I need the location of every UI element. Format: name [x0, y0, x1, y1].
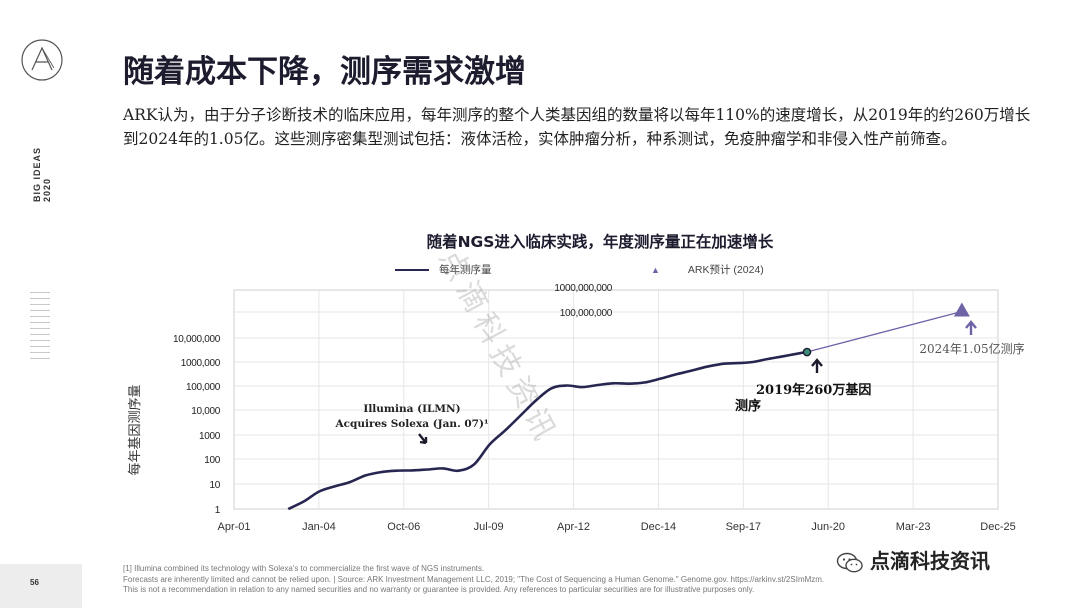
forecast-line	[806, 310, 963, 353]
x-tick-label: Oct-06	[387, 521, 420, 533]
slide-body-text: ARK认为，由于分子诊断技术的临床应用，每年测序的整个人类基因组的数量将以每年1…	[123, 106, 1031, 148]
wechat-icon	[836, 552, 863, 572]
y-tick-label: 1	[215, 505, 221, 516]
chart-legend: 每年测序量 ▲ ARK预计 (2024)	[395, 262, 815, 280]
x-tick-label: Mar-23	[896, 521, 931, 533]
annotation-illumina-line2: Acquires Solexa (Jan. 07)¹	[334, 418, 488, 430]
annotation-2019-line2: 测序	[735, 398, 761, 414]
y-tick-label: 1000	[199, 431, 221, 442]
legend-label-annual: 每年测序量	[439, 264, 492, 276]
footnote-line: [1] Illumina combined its technology wit…	[123, 564, 485, 573]
forecast-2024-triangle-marker	[953, 302, 970, 317]
x-tick-label: Jan-04	[302, 521, 336, 533]
legend-item-annual: 每年测序量	[395, 262, 492, 277]
sidebar: BIG IDEAS 2020 56	[0, 0, 82, 608]
y-tick-label: 10	[209, 480, 220, 491]
y-tick-label: 1000,000,000	[554, 283, 612, 294]
annotation-arrow-icon	[418, 433, 428, 445]
x-tick-label: Apr-01	[217, 521, 250, 533]
annual-sequencing-line	[287, 350, 808, 511]
y-tick-label: 10,000	[191, 406, 221, 417]
slide-title: 随着成本下降，测序需求激增	[123, 54, 526, 90]
x-tick-label: Sep-17	[726, 521, 761, 533]
footnote-line: Forecasts are inherently limited and can…	[123, 574, 825, 584]
side-decoration	[30, 292, 50, 364]
plot-frame	[233, 289, 999, 510]
y-tick-label: 100,000,000	[560, 308, 613, 319]
annotation-arrow-up-icon	[811, 358, 823, 373]
legend-item-forecast: ▲ ARK预计 (2024)	[651, 262, 764, 277]
x-tick-label: Dec-25	[980, 521, 1015, 533]
page-number-box: 56	[0, 564, 82, 608]
x-tick-label: Jun-20	[811, 521, 845, 533]
triangle-icon: ▲	[651, 265, 660, 276]
chart-title: 随着NGS进入临床实践，年度测序量正在加速增长	[426, 233, 774, 251]
wechat-badge: 点滴科技资讯	[836, 545, 990, 574]
annotation-2024: 2024年1.05亿测序	[919, 341, 1024, 356]
legend-line-swatch	[395, 269, 429, 272]
y-tick-label: 1000,000	[181, 358, 221, 369]
x-tick-label: Dec-14	[641, 521, 676, 533]
y-tick-label: 100	[204, 455, 221, 466]
y-axis-label: 每年基因测序量	[127, 384, 143, 475]
annotation-arrow-up-icon	[965, 320, 977, 335]
y-tick-label: 100,000	[186, 382, 221, 393]
point-2019-marker	[802, 347, 812, 357]
legend-label-forecast: ARK预计 (2024)	[687, 264, 764, 276]
footnote: [1] Illumina combined its technology wit…	[123, 564, 943, 596]
wechat-label: 点滴科技资讯	[870, 549, 990, 573]
footnote-line: This is not a recommendation in relation…	[123, 585, 755, 594]
ark-logo-icon	[21, 39, 63, 81]
annotation-illumina-line1: Illumina (ILMN)	[363, 403, 460, 415]
page-number: 56	[30, 578, 39, 587]
annotation-2019-line1: 2019年260万基因	[756, 382, 871, 398]
x-tick-label: Jul-09	[474, 521, 504, 533]
x-tick-label: Apr-12	[557, 521, 590, 533]
y-tick-label: 10,000,000	[173, 334, 221, 345]
